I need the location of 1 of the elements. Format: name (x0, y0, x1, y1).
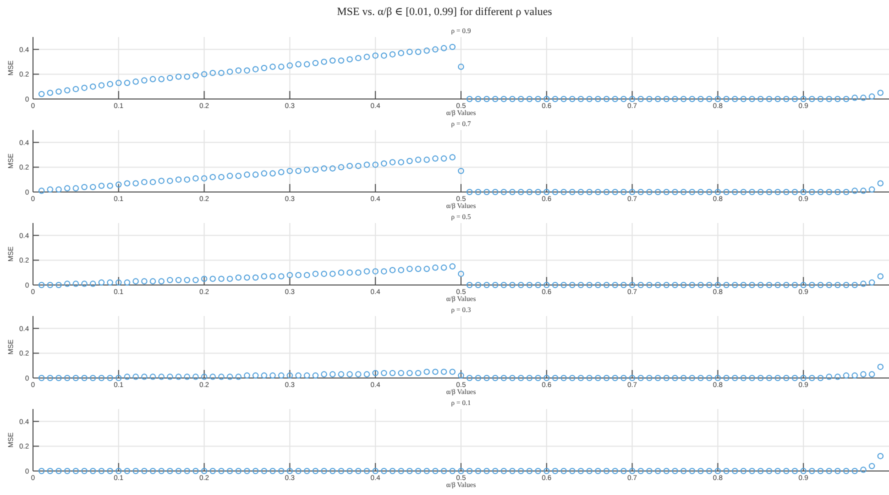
chart-title: MSE vs. α/β ∈ [0.01, 0.99] for different ρ values (336, 6, 552, 18)
